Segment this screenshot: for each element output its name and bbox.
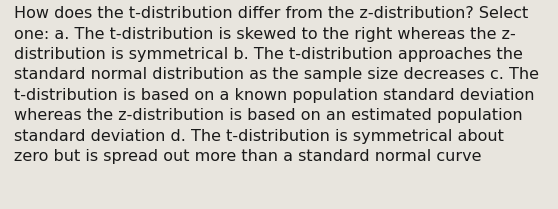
Text: How does the t-distribution differ from the z-distribution? Select
one: a. The t: How does the t-distribution differ from …: [14, 6, 539, 164]
